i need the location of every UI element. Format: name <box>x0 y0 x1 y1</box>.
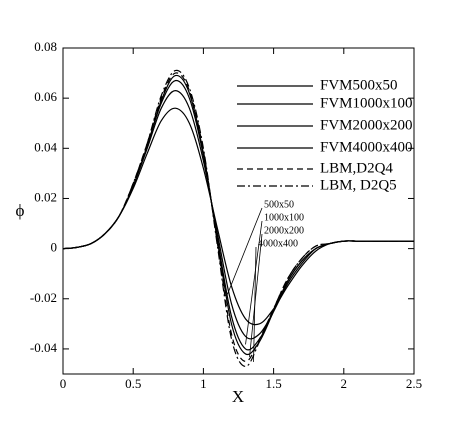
y-tick-label: -0.02 <box>30 290 57 305</box>
x-tick-label: 1.5 <box>265 376 281 391</box>
legend-label: LBM,D2Q4 <box>320 160 393 176</box>
series-line <box>62 69 414 368</box>
legend-label: FVM500x50 <box>320 77 398 93</box>
x-tick-label: 0 <box>60 376 67 391</box>
x-tick-label: 2 <box>341 376 348 391</box>
legend-label: FVM4000x400 <box>320 139 413 155</box>
annotation: 2000x200 <box>264 225 304 236</box>
x-tick-label: 2.5 <box>406 376 422 391</box>
y-tick-label: 0.02 <box>34 189 57 204</box>
y-tick-label: 0.04 <box>34 139 57 154</box>
x-tick-label: 0.5 <box>125 376 141 391</box>
x-axis-label: X <box>232 387 244 406</box>
annotation-leader <box>253 246 257 362</box>
x-tick-label: 1 <box>200 376 207 391</box>
legend-label: LBM, D2Q5 <box>320 177 397 193</box>
series-line <box>62 72 414 363</box>
y-tick-label: -0.04 <box>30 340 58 355</box>
annotation-leader <box>245 220 263 345</box>
annotation: 500x50 <box>264 199 294 210</box>
legend-label: FVM1000x100 <box>320 95 413 111</box>
plot-frame <box>62 47 415 375</box>
y-axis-label: ϕ <box>16 201 25 220</box>
y-tick-label: 0 <box>51 240 58 255</box>
annotation-leader <box>227 207 263 295</box>
legend-label: FVM2000x200 <box>320 117 413 133</box>
y-tick-label: 0.06 <box>34 89 57 104</box>
annotation-leader <box>249 233 263 357</box>
annotation: 4000x400 <box>258 238 298 249</box>
annotation: 1000x100 <box>264 212 304 223</box>
y-tick-label: 0.08 <box>34 39 57 54</box>
